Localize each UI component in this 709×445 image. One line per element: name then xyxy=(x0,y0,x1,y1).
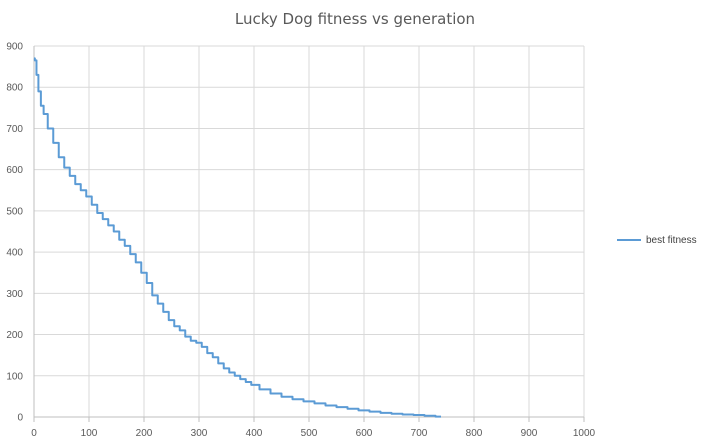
y-tick-label: 900 xyxy=(6,42,23,53)
y-axis-ticks: 0 100 200 300 400 500 600 700 800 900 xyxy=(6,42,23,424)
y-tick-label: 600 xyxy=(6,165,23,176)
x-tick-label: 100 xyxy=(81,428,98,439)
x-axis-ticks: 0 100 200 300 400 500 600 700 800 900 1000 xyxy=(31,428,595,439)
x-tick-label: 0 xyxy=(31,428,37,439)
x-tick-label: 900 xyxy=(521,428,538,439)
x-tick-label: 600 xyxy=(356,428,373,439)
x-tick-label: 1000 xyxy=(573,428,596,439)
series-line-best-fitness xyxy=(33,57,441,418)
y-tick-label: 300 xyxy=(6,289,23,300)
y-tick-label: 500 xyxy=(6,206,23,217)
legend-label: best fitness xyxy=(646,235,697,246)
x-tick-label: 300 xyxy=(191,428,208,439)
series-layer xyxy=(33,57,441,418)
grid xyxy=(34,45,585,417)
y-tick-label: 0 xyxy=(17,413,23,424)
x-tick-label: 400 xyxy=(246,428,263,439)
y-tick-label: 100 xyxy=(6,371,23,382)
x-tick-label: 800 xyxy=(466,428,483,439)
legend: best fitness xyxy=(617,235,697,246)
y-tick-label: 400 xyxy=(6,248,23,259)
y-tick-label: 200 xyxy=(6,330,23,341)
axes xyxy=(33,46,585,422)
chart-title: Lucky Dog fitness vs generation xyxy=(235,10,475,28)
x-tick-label: 700 xyxy=(411,428,428,439)
y-tick-label: 800 xyxy=(6,83,23,94)
x-tick-label: 200 xyxy=(136,428,153,439)
y-tick-label: 700 xyxy=(6,124,23,135)
x-tick-label: 500 xyxy=(301,428,318,439)
